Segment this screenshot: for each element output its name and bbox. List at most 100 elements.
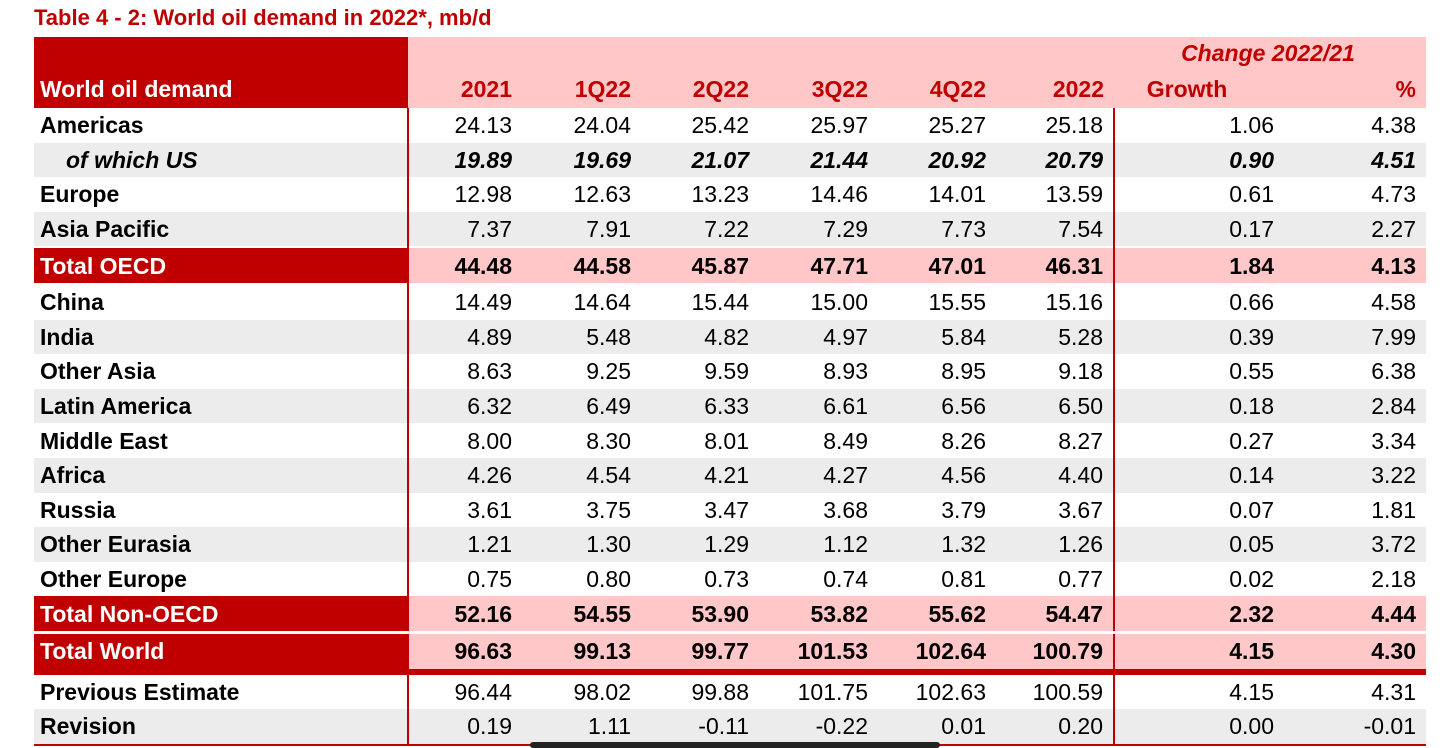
cell-1q22: 19.69	[522, 142, 641, 178]
table-row: Other Europe 0.75 0.80 0.73 0.74 0.81 0.77 0.02…	[34, 561, 1426, 597]
cell-percent: 4.31	[1371, 678, 1416, 705]
table-row: Total OECD 44.48 44.58 45.87 47.71 47.01 46.31…	[34, 246, 1426, 283]
cell-growth: 0.27	[1229, 427, 1274, 454]
row-label: Asia Pacific	[34, 211, 408, 248]
cell-1q22: 54.55	[522, 596, 641, 634]
cell-3q22: -0.22	[759, 709, 878, 746]
cell-1q22: 99.13	[522, 632, 641, 675]
cell-percent: 6.38	[1371, 358, 1416, 385]
cell-3q22: 3.68	[823, 496, 868, 523]
cell-2022: 4.40	[996, 457, 1115, 493]
cell-2q22: 45.87	[641, 246, 759, 283]
cell-3q22: 8.93	[823, 358, 868, 385]
cell-2021: 24.13	[407, 108, 522, 143]
cell-2q22: 53.90	[641, 596, 759, 634]
table-title: Table 4 - 2: World oil demand in 2022*, …	[34, 5, 492, 30]
cell-growth: 4.15	[1229, 678, 1274, 705]
cell-3q22: 6.61	[759, 388, 878, 424]
row-label: Europe	[40, 181, 120, 208]
row-label: Latin America	[34, 388, 408, 424]
cell-growth: 0.17	[1114, 211, 1284, 248]
table-row: Other Asia 8.63 9.25 9.59 8.93 8.95 9.18 0.55 6.…	[34, 354, 1426, 389]
table-row: Total Non-OECD 52.16 54.55 53.90 53.82 55.62 5…	[34, 596, 1426, 634]
cell-1q22: 1.11	[522, 709, 641, 746]
cell-3q22: 0.74	[823, 566, 868, 593]
cell-2021: 8.00	[407, 423, 522, 458]
cell-4q22: 7.73	[878, 211, 996, 248]
cell-2q22: 99.88	[691, 678, 749, 705]
cell-4q22: 5.84	[878, 319, 996, 355]
row-label: Russia	[40, 496, 116, 523]
cell-growth: 0.90	[1114, 142, 1284, 178]
cell-2021: 3.61	[407, 492, 522, 528]
row-label-header: World oil demand	[34, 70, 408, 108]
cell-2021: 52.16	[407, 596, 522, 634]
table-row: Latin America 6.32 6.49 6.33 6.61 6.56 6.50 0.1…	[34, 388, 1426, 424]
cell-growth: 1.06	[1229, 112, 1274, 139]
cell-growth: 0.02	[1229, 566, 1274, 593]
cell-growth: 2.32	[1114, 596, 1284, 634]
row-label: Middle East	[40, 427, 168, 454]
cell-2q22: 4.82	[641, 319, 759, 355]
cell-1q22: 7.91	[522, 211, 641, 248]
cell-percent: 4.44	[1284, 596, 1426, 634]
col-header-2q22: 2Q22	[641, 70, 759, 108]
cell-4q22: 0.01	[878, 709, 996, 746]
col-header-2022: 2022	[996, 70, 1114, 108]
table-row: Other Eurasia 1.21 1.30 1.29 1.12 1.32 1.26 0.0…	[34, 527, 1426, 562]
cell-percent: 4.30	[1284, 632, 1426, 675]
cell-2q22: 9.59	[704, 358, 749, 385]
cell-2022: 1.26	[996, 527, 1115, 562]
row-label: Total OECD	[34, 246, 408, 283]
cell-3q22: 4.27	[759, 457, 878, 493]
cell-2q22: 7.22	[641, 211, 759, 248]
cell-1q22: 8.30	[586, 427, 631, 454]
cell-4q22: 102.63	[915, 678, 986, 705]
cell-2q22: 3.47	[704, 496, 749, 523]
horizontal-scrollbar[interactable]	[530, 742, 940, 748]
col-header-2021: 2021	[408, 70, 522, 108]
cell-2q22: 13.23	[691, 181, 749, 208]
cell-3q22: 21.44	[759, 142, 878, 178]
table-row: Revision 0.19 1.11 -0.11 -0.22 0.01 0.20 0.00 -0…	[34, 709, 1426, 746]
cell-3q22: 25.97	[810, 112, 868, 139]
cell-2022: 5.28	[996, 319, 1115, 355]
cell-2022: 0.77	[996, 561, 1115, 597]
row-label: Americas	[40, 112, 144, 139]
table-row: Europe 12.98 12.63 13.23 14.46 14.01 13.59 0.61…	[34, 177, 1426, 212]
cell-4q22: 6.56	[878, 388, 996, 424]
cell-3q22: 53.82	[759, 596, 878, 634]
cell-2021: 12.98	[407, 177, 522, 212]
cell-2022: 25.18	[996, 108, 1115, 143]
table-row: Africa 4.26 4.54 4.21 4.27 4.56 4.40 0.14 3.22	[34, 457, 1426, 493]
cell-4q22: 102.64	[878, 632, 996, 675]
cell-growth: 0.14	[1114, 457, 1284, 493]
cell-growth: 0.18	[1114, 388, 1284, 424]
row-label: China	[40, 289, 104, 316]
cell-2q22: 6.33	[641, 388, 759, 424]
cell-4q22: 47.01	[878, 246, 996, 283]
col-header-3q22: 3Q22	[759, 70, 878, 108]
cell-percent: 4.13	[1284, 246, 1426, 283]
cell-1q22: 5.48	[522, 319, 641, 355]
cell-growth: 0.55	[1229, 358, 1274, 385]
col-header-percent: %	[1284, 70, 1426, 108]
cell-2022: 3.67	[996, 492, 1115, 528]
cell-3q22: 4.97	[759, 319, 878, 355]
cell-percent: 2.84	[1284, 388, 1426, 424]
cell-4q22: 14.01	[928, 181, 986, 208]
cell-2022: 9.18	[996, 354, 1115, 389]
cell-growth: 0.39	[1114, 319, 1284, 355]
cell-2021: 7.37	[407, 211, 522, 248]
cell-growth: 4.15	[1114, 632, 1284, 675]
col-header-growth: Growth	[1114, 70, 1284, 108]
table-row: Russia 3.61 3.75 3.47 3.68 3.79 3.67 0.07 1.81	[34, 492, 1426, 528]
cell-1q22: 24.04	[573, 112, 631, 139]
cell-2q22: 99.77	[641, 632, 759, 675]
table-row: Asia Pacific 7.37 7.91 7.22 7.29 7.73 7.54 0.17…	[34, 211, 1426, 248]
cell-1q22: 14.64	[573, 289, 631, 316]
cell-1q22: 0.80	[586, 566, 631, 593]
cell-1q22: 98.02	[573, 678, 631, 705]
cell-growth: 0.05	[1114, 527, 1284, 562]
cell-2022: 46.31	[996, 246, 1115, 283]
